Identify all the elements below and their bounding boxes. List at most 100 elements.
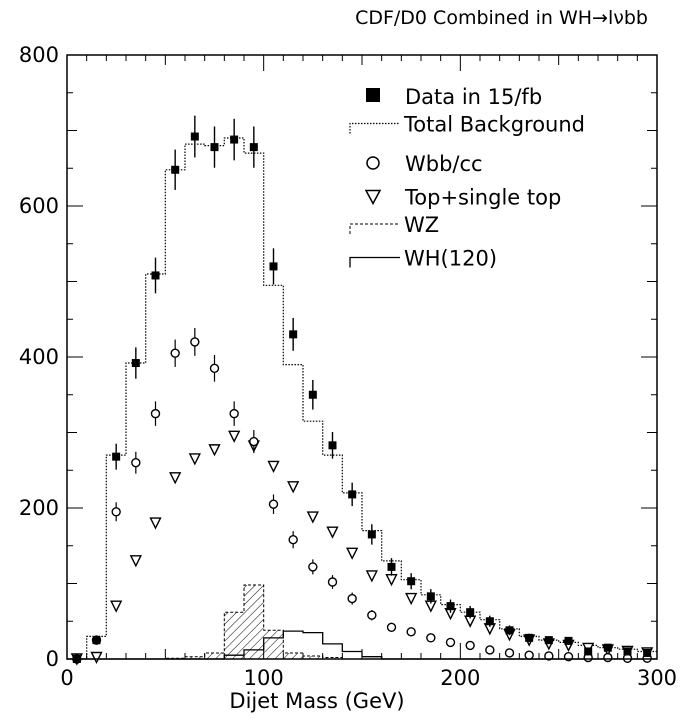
legend-item: WH(120): [349, 247, 497, 271]
legend-label: WH(120): [404, 247, 497, 271]
top-point: [365, 570, 378, 583]
legend-background-line: [349, 122, 400, 134]
y-tick-label: 800: [19, 43, 59, 67]
axes: 0 100 200 300 0 200 400 600 800: [19, 43, 677, 690]
data-point: [387, 562, 396, 571]
data-point: [151, 271, 160, 280]
x-tick-label: 300: [637, 666, 677, 690]
data-point: [623, 647, 632, 656]
legend-top-marker: [364, 189, 382, 206]
wbb-point: [485, 645, 495, 655]
wbb-point: [465, 640, 475, 651]
data-point: [308, 390, 317, 399]
wbb-point: [229, 408, 239, 419]
data-point: [426, 592, 435, 601]
top-point: [129, 555, 142, 568]
data-point: [505, 626, 514, 635]
legend: Data in 15/fb Total Background Wbb/cc Top+s…: [349, 85, 585, 271]
wbb-point: [170, 348, 180, 358]
plot-area: [67, 115, 657, 666]
wbb-point: [406, 627, 416, 637]
wbb-point: [209, 363, 220, 374]
y-tick-label: 0: [46, 647, 59, 671]
legend-data-marker: [366, 88, 380, 102]
data-point: [249, 143, 258, 152]
data-point: [446, 602, 455, 611]
top-point: [90, 651, 103, 665]
wbb-point: [426, 633, 436, 643]
legend-item: Total Background: [349, 113, 585, 137]
background-histogram: [67, 137, 657, 660]
y-tick-label: 200: [19, 496, 59, 520]
legend-wz-line: [349, 223, 400, 234]
top-point: [287, 481, 300, 494]
data-point: [544, 636, 553, 645]
legend-label: Wbb/cc: [405, 152, 483, 176]
wbb-point: [190, 337, 200, 347]
legend-wh-line: [349, 256, 400, 268]
wbb-point: [150, 408, 161, 419]
wbb-point: [308, 562, 318, 572]
top-point: [346, 547, 359, 560]
legend-label: Top+single top: [404, 186, 561, 210]
top-point: [208, 444, 221, 457]
wbb-point: [544, 651, 554, 661]
data-point: [289, 330, 298, 339]
y-tick-label: 600: [19, 194, 59, 218]
wz-hatch-fill: [165, 585, 343, 659]
wbb-point: [386, 622, 397, 632]
data-point: [348, 490, 357, 499]
data-point: [407, 577, 416, 586]
x-tick-label: 100: [244, 666, 284, 690]
data-point: [230, 135, 239, 144]
legend-wbb-marker: [366, 156, 380, 170]
wbb-point: [249, 436, 259, 447]
top-point: [267, 460, 280, 474]
legend-item: Data in 15/fb: [366, 85, 542, 109]
data-point: [485, 617, 494, 626]
top-point: [326, 526, 339, 539]
data-point: [210, 143, 219, 152]
data-point: [171, 165, 180, 174]
data-point: [367, 530, 376, 539]
data-point: [92, 636, 101, 645]
y-tick-label: 400: [19, 345, 59, 369]
data-point: [112, 452, 121, 461]
top-point: [385, 574, 398, 587]
chart-title: CDF/D0 Combined in WH→lνbb: [355, 7, 648, 29]
wbb-point: [504, 648, 515, 658]
legend-label: WZ: [404, 213, 439, 237]
top-point: [306, 511, 319, 524]
legend-item: Wbb/cc: [366, 152, 483, 176]
data-point: [525, 633, 534, 642]
data-point: [603, 643, 612, 652]
data-point: [190, 132, 199, 141]
legend-item: Top+single top: [364, 186, 561, 210]
wbb-point: [327, 577, 338, 587]
data-point: [643, 648, 652, 657]
legend-item: WZ: [349, 213, 439, 237]
top-point: [405, 592, 418, 606]
x-tick-label: 0: [60, 666, 73, 690]
legend-label: Total Background: [403, 113, 585, 137]
data-point: [328, 441, 337, 450]
wbb-point: [524, 650, 534, 660]
data-point: [584, 647, 593, 656]
top-point: [228, 430, 241, 443]
wbb-point: [367, 610, 377, 620]
data-point: [131, 359, 140, 368]
data-point: [269, 262, 278, 271]
wbb-point: [131, 458, 141, 468]
top-point: [110, 600, 123, 613]
top-point: [169, 472, 182, 485]
x-tick-label: 200: [440, 666, 480, 690]
top-point: [149, 517, 162, 530]
data-point: [564, 636, 573, 645]
x-axis-title: Dijet Mass (GeV): [229, 689, 404, 713]
wbb-point: [347, 593, 357, 604]
data-point: [466, 608, 475, 617]
legend-label: Data in 15/fb: [405, 85, 542, 109]
top-point: [188, 453, 201, 466]
wbb-point: [268, 499, 279, 509]
